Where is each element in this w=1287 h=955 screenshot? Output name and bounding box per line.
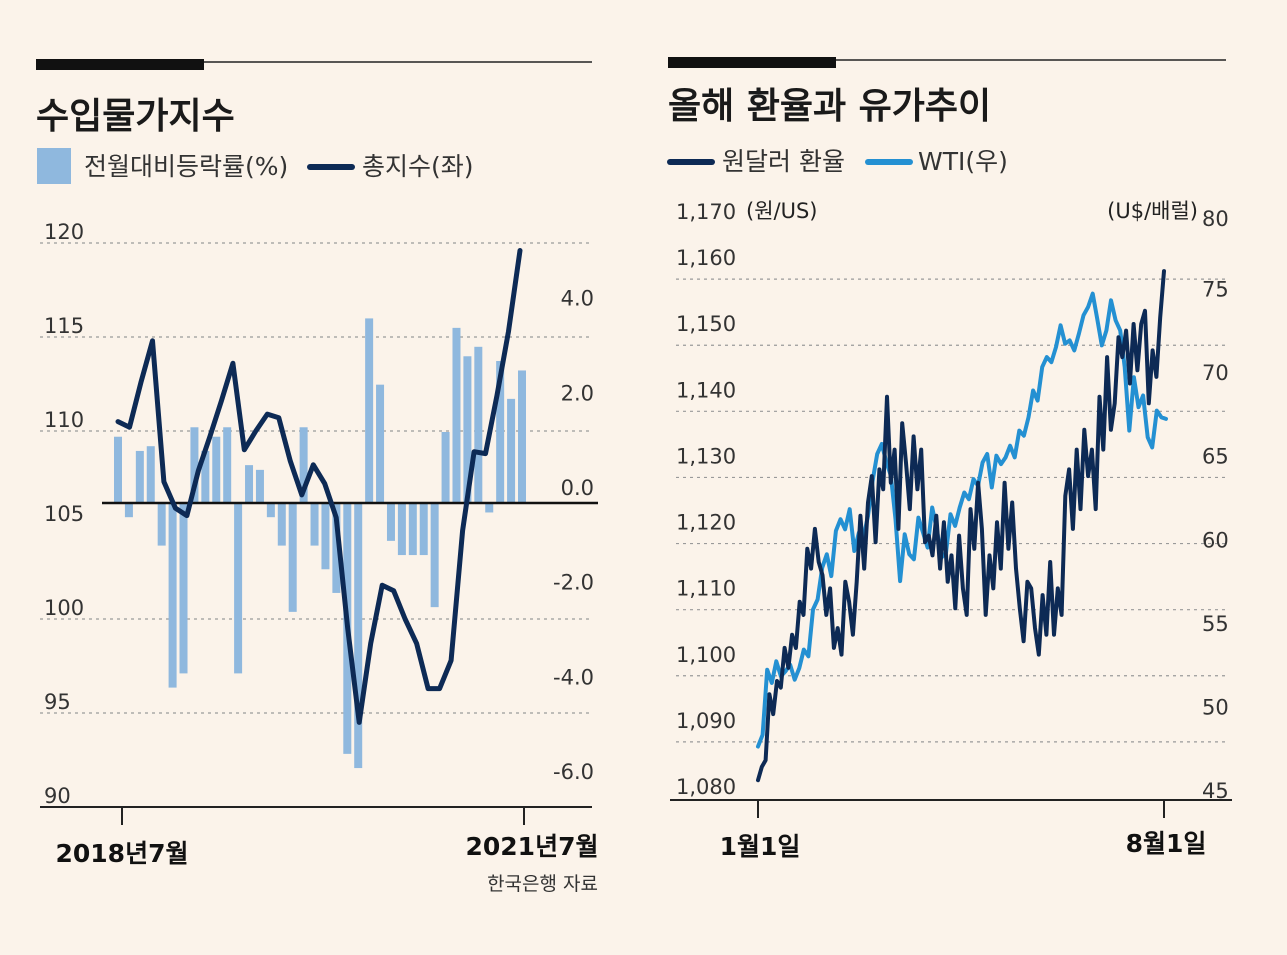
change-rate-bar [321, 503, 330, 570]
right-header-bar [668, 57, 836, 68]
change-rate-bar [157, 503, 166, 546]
usd-krw-line [756, 269, 1166, 783]
change-rate-bar [234, 503, 243, 674]
right-panel: 올해 환율과 유가추이 원달러 환율 WTI(우) (원/US) (U$/배럴)… [667, 57, 1232, 861]
right-y-tick-label: -4.0 [553, 665, 594, 689]
change-rate-bar [114, 436, 122, 503]
change-rate-bar [386, 503, 395, 541]
right-y-tick-label: -6.0 [553, 760, 594, 784]
wti-y-tick-label: 55 [1202, 612, 1229, 636]
right-y-tick-label: 4.0 [561, 287, 594, 311]
change-rate-bar [255, 469, 264, 503]
right-x-label-end: 8월1일 [1126, 829, 1207, 858]
left-x-label-start: 2018년7월 [56, 839, 189, 868]
left-panel: 수입물가지수 전월대비등락률(%) 총지수(좌) 120 115 110 105 100… [36, 59, 598, 895]
left-header-bar [36, 59, 204, 70]
right-y-tick-label: 2.0 [561, 381, 594, 405]
wti-y-tick-label: 65 [1202, 445, 1229, 469]
left-y-tick-label: 115 [44, 314, 84, 338]
change-rate-bar [201, 450, 210, 503]
change-rate-bar [245, 465, 254, 503]
change-rate-bar [288, 503, 297, 612]
change-rate-bar [452, 327, 461, 503]
change-rate-bar [507, 398, 516, 503]
left-y-tick-label: 90 [44, 784, 71, 808]
change-rate-bar [299, 427, 308, 503]
left-legend-bar-label: 전월대비등락률(%) [84, 152, 288, 181]
change-rate-bar [441, 432, 450, 503]
fx-y-tick-label: 1,130 [676, 444, 736, 468]
change-rate-bar [496, 361, 505, 503]
change-rate-bar [146, 446, 155, 503]
fx-y-tick-label: 1,080 [676, 775, 736, 799]
fx-y-tick-label: 1,170 [676, 200, 736, 224]
change-rate-bar [277, 503, 286, 546]
wti-y-tick-label: 70 [1202, 361, 1229, 385]
change-rate-bar [310, 503, 319, 546]
fx-y-tick-label: 1,120 [676, 511, 736, 535]
change-rate-bar [485, 503, 494, 513]
left-y-tick-label: 110 [44, 408, 84, 432]
right-left-unit: (원/US) [746, 199, 817, 223]
change-rate-bar [190, 427, 199, 503]
change-rate-bar [223, 427, 232, 503]
change-rate-bar [463, 356, 472, 503]
change-rate-bar [474, 346, 483, 503]
change-rate-bar [212, 436, 221, 503]
change-rate-bar [518, 370, 526, 503]
wti-y-tick-label: 50 [1202, 695, 1229, 719]
fx-y-tick-label: 1,100 [676, 643, 736, 667]
fx-y-tick-label: 1,160 [676, 246, 736, 270]
change-rate-bar [168, 503, 177, 688]
right-legend-fx-label: 원달러 환율 [722, 147, 845, 176]
change-rate-bar [376, 384, 385, 503]
change-rate-bar [419, 503, 428, 556]
left-total-index-line [115, 248, 523, 725]
left-y-tick-label: 105 [44, 502, 84, 526]
fx-y-tick-label: 1,150 [676, 312, 736, 336]
right-right-unit: (U$/배럴) [1107, 199, 1198, 223]
change-rate-bar [332, 503, 341, 593]
change-rate-bar [430, 503, 439, 608]
right-chart-title: 올해 환율과 유가추이 [668, 86, 991, 127]
right-x-label-start: 1월1일 [720, 832, 801, 861]
left-y-tick-label: 100 [44, 596, 84, 620]
wti-y-tick-label: 75 [1202, 278, 1229, 302]
wti-y-tick-label: 80 [1202, 207, 1229, 231]
change-rate-bar [135, 450, 144, 503]
right-y-tick-label: -2.0 [553, 571, 594, 595]
source-note: 한국은행 자료 [487, 873, 598, 895]
left-y-tick-label: 95 [44, 690, 71, 714]
fx-y-tick-label: 1,110 [676, 577, 736, 601]
change-rate-bar [124, 503, 133, 518]
left-legend-bar-swatch [37, 148, 71, 184]
change-rate-bar [365, 318, 374, 503]
left-legend-line-label: 총지수(좌) [362, 152, 474, 181]
fx-y-tick-label: 1,140 [676, 378, 736, 402]
right-legend-wti-label: WTI(우) [918, 147, 1008, 176]
change-rate-bar [397, 503, 406, 556]
fx-y-tick-label: 1,090 [676, 709, 736, 733]
change-rate-bar [179, 503, 188, 674]
left-chart-title: 수입물가지수 [36, 96, 235, 137]
right-y-tick-label: 0.0 [561, 476, 594, 500]
change-rate-bar [266, 503, 275, 518]
wti-line [756, 291, 1168, 749]
left-x-label-end: 2021년7월 [466, 832, 599, 861]
left-y-tick-label: 120 [44, 220, 84, 244]
change-rate-bar [408, 503, 417, 556]
wti-y-tick-label: 60 [1202, 528, 1229, 552]
change-rate-bar [354, 503, 363, 769]
